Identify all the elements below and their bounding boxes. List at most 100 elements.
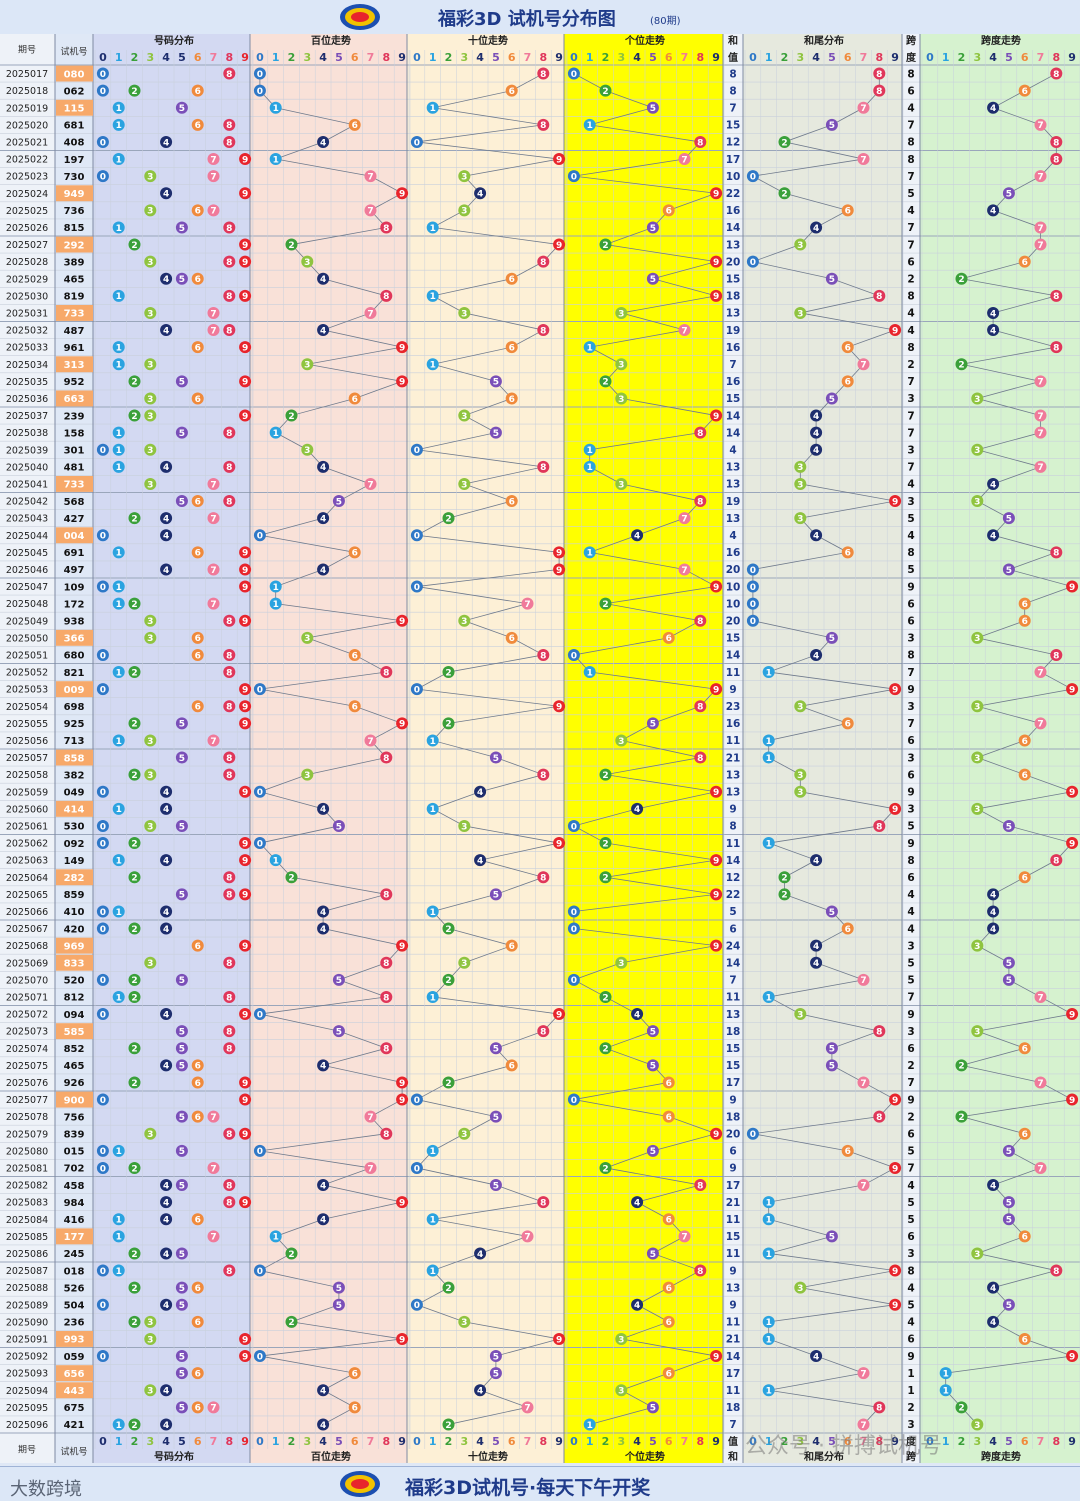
tens-ball-label: 0 xyxy=(414,446,420,456)
span-ball-label: 7 xyxy=(1037,224,1043,234)
sum-tail-ball xyxy=(794,1008,807,1021)
sum-tail-ball xyxy=(825,905,838,918)
dist-ball xyxy=(96,922,109,935)
group-highlight xyxy=(56,1331,93,1347)
group-highlight xyxy=(56,527,93,544)
dist-ball xyxy=(144,631,157,644)
number-cell: 172 xyxy=(64,599,85,610)
digit-header-hund: 0 xyxy=(256,1435,264,1448)
dist-ball xyxy=(191,1281,204,1294)
span-ball-label: 5 xyxy=(1006,1301,1012,1311)
units-ball xyxy=(646,1025,659,1038)
dist-ball xyxy=(160,1418,173,1431)
sum-tail-ball xyxy=(762,837,775,850)
span-ball xyxy=(971,1247,984,1260)
dist-ball-label: 8 xyxy=(226,651,232,661)
dist-ball-label: 8 xyxy=(226,121,232,131)
hundreds-ball xyxy=(301,358,314,371)
units-ball-label: 5 xyxy=(650,1062,656,1072)
digit-header-dist: 4 xyxy=(162,51,170,64)
tens-ball xyxy=(458,614,471,627)
span-cell: 6 xyxy=(907,1128,914,1140)
hundreds-ball-label: 6 xyxy=(352,1404,358,1414)
hundreds-ball-label: 4 xyxy=(320,326,326,336)
dist-ball xyxy=(112,221,125,234)
span-cell: 5 xyxy=(907,1146,914,1158)
sum-cell: 15 xyxy=(726,1043,741,1055)
hundreds-ball-label: 5 xyxy=(336,1027,342,1037)
tens-ball xyxy=(426,1213,439,1226)
sum-tail-ball-label: 4 xyxy=(813,429,819,439)
dist-ball-label: 1 xyxy=(116,856,122,866)
span-ball xyxy=(1002,956,1015,969)
hundreds-ball xyxy=(348,1367,361,1380)
dist-ball xyxy=(239,375,252,388)
period-cell: 2025058 xyxy=(6,770,48,781)
dist-ball xyxy=(96,1298,109,1311)
dist-ball xyxy=(112,341,125,354)
units-ball-label: 6 xyxy=(666,207,672,217)
period-cell: 2025091 xyxy=(6,1334,48,1345)
digit-header-hund: 6 xyxy=(351,51,359,64)
hundreds-ball xyxy=(348,546,361,559)
span-cell: 4 xyxy=(907,205,914,217)
span-ball-label: 2 xyxy=(958,1062,964,1072)
span-ball xyxy=(1050,341,1063,354)
units-ball xyxy=(694,614,707,627)
hundreds-ball xyxy=(332,1298,345,1311)
digit-header-hund: 4 xyxy=(319,51,327,64)
span-ball-label: 6 xyxy=(1022,1233,1028,1243)
span-ball xyxy=(1050,289,1063,302)
dist-ball xyxy=(96,1161,109,1174)
span-cell: 8 xyxy=(907,547,914,559)
tens-ball-label: 1 xyxy=(430,1216,436,1226)
span-ball-label: 8 xyxy=(1053,549,1059,559)
sum-tail-ball-label: 9 xyxy=(892,1164,898,1174)
span-ball-label: 3 xyxy=(974,805,980,815)
units-ball-label: 3 xyxy=(618,309,624,319)
number-cell: 961 xyxy=(64,343,85,354)
hundreds-ball-label: 0 xyxy=(257,1352,263,1362)
units-ball xyxy=(710,854,723,867)
tens-ball-label: 7 xyxy=(524,1233,530,1243)
dist-ball xyxy=(239,785,252,798)
sum-tail-ball xyxy=(778,187,791,200)
sum-tail-ball xyxy=(825,392,838,405)
dist-ball xyxy=(223,426,236,439)
number-cell: 015 xyxy=(64,1147,85,1158)
dist-ball-label: 9 xyxy=(242,155,248,165)
dist-ball xyxy=(175,888,188,901)
dist-ball xyxy=(191,392,204,405)
units-header-top: 个位走势 xyxy=(624,34,665,47)
digit-header-tens: 8 xyxy=(539,51,547,64)
digit-header-dist: 9 xyxy=(241,51,249,64)
units-ball-label: 7 xyxy=(681,326,687,336)
span-ball-label: 5 xyxy=(1006,1147,1012,1157)
number-cell: 313 xyxy=(64,360,85,371)
tens-ball-label: 1 xyxy=(430,361,436,371)
number-cell: 756 xyxy=(64,1112,85,1123)
tens-ball-label: 1 xyxy=(430,292,436,302)
sum-cell: 9 xyxy=(729,1265,736,1277)
hundreds-ball-label: 6 xyxy=(352,703,358,713)
hundreds-ball-label: 9 xyxy=(399,720,405,730)
number-cell: 733 xyxy=(64,480,85,491)
digit-header-tail: 4 xyxy=(812,1435,820,1448)
sum-tail-ball xyxy=(841,204,854,217)
span-ball xyxy=(955,272,968,285)
units-ball xyxy=(710,409,723,422)
hundreds-ball xyxy=(317,905,330,918)
number-cell: 839 xyxy=(64,1129,85,1140)
units-ball xyxy=(583,118,596,131)
dist-ball xyxy=(207,306,220,319)
dist-ball-label: 1 xyxy=(116,343,122,353)
period-cell: 2025059 xyxy=(6,787,48,798)
span-cell: 4 xyxy=(907,530,914,542)
span-header-top: 跨 xyxy=(906,34,917,47)
units-ball-label: 3 xyxy=(618,480,624,490)
sum-tail-ball xyxy=(857,1179,870,1192)
units-ball-label: 1 xyxy=(587,343,593,353)
units-ball xyxy=(710,580,723,593)
sum-cell: 6 xyxy=(729,1146,736,1158)
hundreds-ball-label: 5 xyxy=(336,1301,342,1311)
